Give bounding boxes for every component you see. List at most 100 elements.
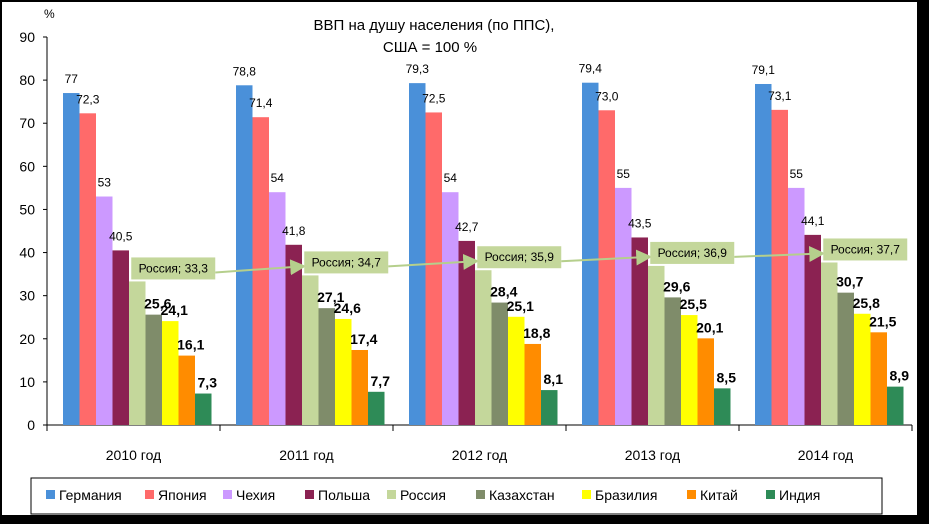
legend-label: Чехия	[236, 487, 275, 503]
bar-data-label: 79,4	[579, 62, 603, 76]
bar-data-label: 44,1	[801, 214, 825, 228]
bar	[755, 83, 772, 425]
bar	[615, 187, 632, 425]
legend-label: Китай	[700, 487, 738, 503]
bar-data-label: 25,1	[507, 298, 534, 314]
bar-data-label: 21,5	[869, 313, 896, 329]
bar-data-label: 71,4	[249, 96, 273, 110]
bar-data-label: 24,1	[161, 302, 188, 318]
y-axis: 0 10 20 30 40 50 60 70 80 90	[19, 29, 48, 433]
bar	[302, 275, 319, 425]
bar	[252, 117, 269, 425]
x-category-label: 2014 год	[798, 447, 853, 463]
russia-callout-box	[131, 257, 216, 280]
russia-callout-box	[823, 238, 908, 261]
bar-data-label: 43,5	[628, 216, 652, 230]
legend-swatch	[223, 490, 232, 499]
bar-data-label: 79,1	[752, 63, 776, 77]
bar	[854, 313, 871, 425]
y-unit-label: %	[44, 7, 55, 21]
bar	[318, 308, 335, 425]
bar-data-label: 54	[444, 171, 458, 185]
legend-swatch	[387, 490, 396, 499]
bar-data-label: 72,3	[76, 92, 100, 106]
chart-subtitle: США = 100 %	[383, 39, 477, 56]
russia-callout-box	[304, 251, 389, 274]
bar-data-label: 73,0	[595, 89, 619, 103]
bar-data-label: 8,9	[890, 368, 910, 384]
bar	[664, 297, 681, 425]
bar	[697, 338, 714, 425]
bar	[475, 270, 492, 425]
bar-data-label: 29,6	[663, 278, 690, 294]
bar	[96, 196, 113, 425]
bar	[541, 390, 558, 425]
trend-arrows	[215, 245, 826, 276]
russia-data-label: Россия; 34,7	[312, 255, 382, 269]
bar	[351, 349, 368, 425]
legend-label: Япония	[158, 487, 207, 503]
bar	[771, 109, 788, 425]
y-tick-label: 90	[19, 29, 35, 45]
x-category-label: 2013 год	[625, 447, 680, 463]
bar	[870, 332, 887, 425]
bar-data-label: 72,5	[422, 91, 446, 105]
bar	[598, 110, 615, 426]
legend-label: Казахстан	[489, 487, 555, 503]
y-tick-label: 70	[19, 115, 35, 131]
bar	[648, 265, 665, 425]
y-tick-label: 60	[19, 158, 35, 174]
legend: Германия Япония Чехия Польша Россия Казахстан…	[30, 477, 883, 515]
bar	[162, 321, 179, 425]
chart-title: ВВП на душу населения (по ППС),	[314, 17, 555, 34]
legend-label: Германия	[59, 487, 122, 503]
bar-data-label: 27,1	[317, 289, 344, 305]
bar	[788, 187, 805, 425]
legend-label: Индия	[779, 487, 820, 503]
x-category-label: 2010 год	[106, 447, 161, 463]
bar-data-label: 8,1	[544, 371, 564, 387]
bar-data-label: 20,1	[696, 319, 723, 335]
bar-data-label: 8,5	[717, 369, 737, 385]
bar	[269, 192, 286, 425]
y-tick-label: 30	[19, 288, 35, 304]
russia-data-label: Россия; 36,9	[658, 246, 728, 260]
bar-data-label: 79,3	[406, 62, 430, 76]
bar	[409, 83, 426, 425]
legend-swatch	[582, 490, 591, 499]
russia-callout-box	[650, 241, 735, 264]
trend-arrow	[561, 249, 653, 266]
bar-data-label: 24,6	[334, 300, 361, 316]
bar-data-label: 42,7	[455, 220, 479, 234]
bar	[508, 316, 525, 425]
russia-data-label: Россия; 33,3	[139, 261, 209, 275]
legend-swatch	[46, 490, 55, 499]
russia-data-label: Россия; 35,9	[485, 250, 555, 264]
legend-label: Россия	[400, 487, 446, 503]
bar-data-label: 16,1	[177, 337, 204, 353]
y-tick-label: 80	[19, 72, 35, 88]
x-category-label: 2011 год	[279, 447, 333, 463]
bar	[79, 113, 96, 425]
bar-data-label: 7,7	[371, 373, 391, 389]
bar	[887, 386, 904, 425]
bar	[129, 281, 146, 425]
y-tick-label: 20	[19, 331, 35, 347]
bar-data-label: 54	[271, 171, 285, 185]
bar-data-label: 30,7	[836, 274, 863, 290]
bar	[714, 388, 731, 425]
legend-swatch	[476, 490, 485, 499]
legend-swatch	[305, 490, 314, 499]
bar	[804, 234, 821, 425]
bar	[821, 262, 838, 425]
bar-data-label: 25,8	[853, 295, 880, 311]
bar-data-label: 25,6	[144, 296, 171, 312]
bar-data-label: 7,3	[198, 375, 218, 391]
bar-data-label: 77	[65, 72, 79, 86]
russia-data-label: Россия; 37,7	[831, 242, 901, 256]
bar	[458, 240, 475, 425]
bar-data-label: 18,8	[523, 325, 550, 341]
data-labels: 77 78,8 79,3 79,4 79,1 72,3 71,4 72,5 73,0 73,1 53…	[65, 62, 910, 391]
bar	[681, 315, 698, 425]
